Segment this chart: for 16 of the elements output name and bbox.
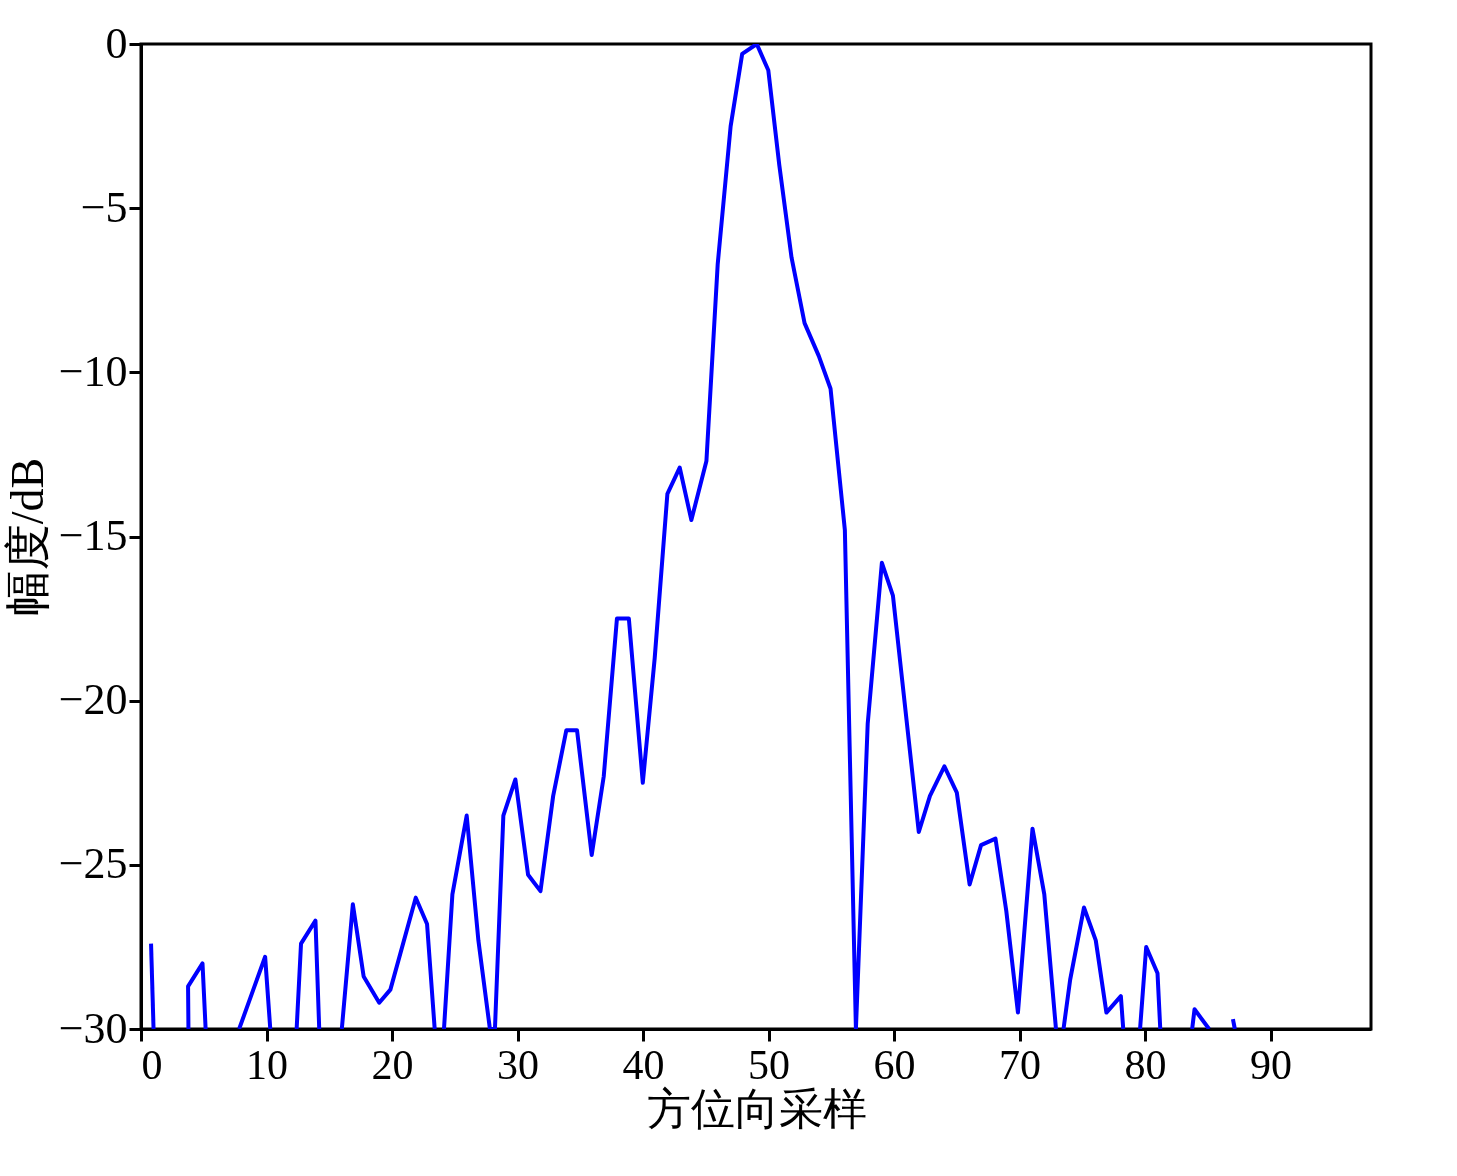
y-axis-title: 幅度/dB: [1, 457, 53, 617]
y-tick-label: −5: [80, 182, 128, 232]
x-tick-label: 80: [1124, 1041, 1167, 1088]
x-tick-label: 20: [371, 1041, 414, 1088]
y-tick-label: −15: [58, 511, 128, 560]
x-tick-label: 60: [873, 1041, 916, 1088]
x-tick-label: 0: [141, 1041, 163, 1088]
x-tick-label: 30: [497, 1041, 540, 1088]
y-tick-label: −20: [58, 675, 128, 725]
y-tick-label: −30: [58, 1003, 128, 1053]
y-tick-label: −10: [58, 346, 128, 396]
x-tick-label: 70: [999, 1041, 1042, 1088]
x-tick-label: 90: [1250, 1041, 1293, 1088]
y-tick-label: 0: [105, 18, 128, 68]
y-tick-label: −25: [58, 839, 128, 889]
x-tick-label: 10: [246, 1041, 289, 1088]
